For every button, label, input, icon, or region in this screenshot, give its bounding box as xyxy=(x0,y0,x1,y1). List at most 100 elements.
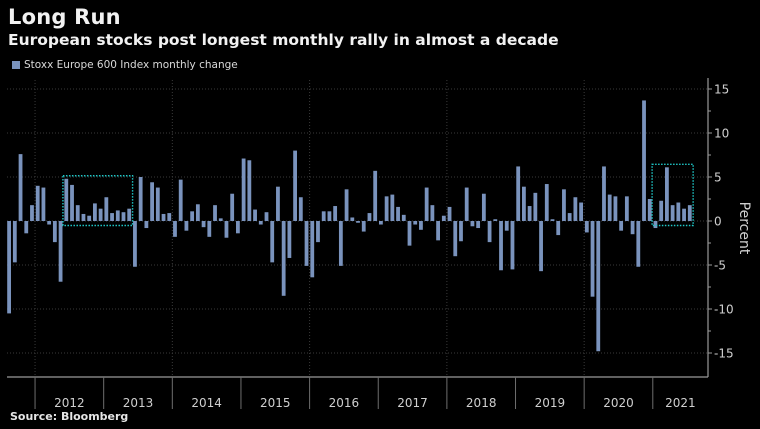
bar xyxy=(207,221,212,237)
bar xyxy=(533,192,538,221)
bar xyxy=(544,184,549,221)
bar xyxy=(413,221,418,225)
bars xyxy=(7,100,692,352)
bar xyxy=(327,211,332,221)
bar xyxy=(510,221,515,270)
bar xyxy=(522,186,526,221)
bar xyxy=(647,199,652,221)
bar xyxy=(590,221,595,297)
bar xyxy=(236,221,240,234)
bar xyxy=(584,221,589,233)
bar xyxy=(276,186,280,221)
x-tick-label: 2015 xyxy=(260,396,291,410)
bar xyxy=(344,189,349,221)
bar xyxy=(682,208,686,221)
bar xyxy=(213,205,217,221)
bar xyxy=(367,213,372,221)
bar xyxy=(665,167,669,221)
x-tick-label: 2014 xyxy=(191,396,222,410)
chart-title: Long Run xyxy=(8,5,121,29)
bar xyxy=(619,221,624,231)
bar xyxy=(550,219,555,221)
bar xyxy=(379,221,383,225)
bar xyxy=(304,221,309,266)
bar xyxy=(481,193,486,221)
x-tick-label: 2016 xyxy=(329,396,360,410)
bar xyxy=(436,221,440,241)
x-tick-label: 2018 xyxy=(466,396,497,410)
bar xyxy=(64,178,69,221)
source-note: Source: Bloomberg xyxy=(10,410,129,423)
x-tick-label: 2020 xyxy=(603,396,634,410)
x-tick-label: 2021 xyxy=(665,396,696,410)
bar xyxy=(642,100,646,221)
bar xyxy=(419,221,423,230)
bar xyxy=(184,221,189,231)
bar xyxy=(24,221,29,234)
bar xyxy=(264,212,269,221)
axes xyxy=(7,78,712,409)
bar xyxy=(258,221,263,225)
bar xyxy=(653,221,658,229)
bar xyxy=(144,221,149,229)
bar xyxy=(293,150,297,221)
bar xyxy=(12,221,17,263)
bar xyxy=(624,196,629,221)
bar xyxy=(630,221,635,235)
bar xyxy=(247,160,252,221)
bar xyxy=(430,205,435,221)
bar xyxy=(230,193,235,221)
bar xyxy=(161,213,166,221)
bar xyxy=(195,204,200,221)
bar xyxy=(35,185,40,221)
bar xyxy=(401,214,406,221)
bar xyxy=(173,221,177,237)
bar xyxy=(201,221,206,228)
bar xyxy=(390,194,395,221)
bar xyxy=(613,196,618,221)
bar xyxy=(676,202,681,221)
bar xyxy=(516,166,521,221)
bar xyxy=(218,218,223,221)
bar xyxy=(504,221,509,231)
bar xyxy=(298,197,303,221)
bar xyxy=(607,194,612,221)
bar xyxy=(407,221,412,246)
bar xyxy=(70,184,74,221)
bar xyxy=(75,205,80,221)
y-tick-label: 0 xyxy=(714,215,722,229)
bar xyxy=(270,221,275,263)
bar xyxy=(47,221,52,225)
bar xyxy=(138,177,143,221)
bar xyxy=(464,187,469,221)
bar xyxy=(384,196,389,221)
bar xyxy=(115,210,120,221)
bar xyxy=(356,221,360,223)
y-axis-title: Percent xyxy=(736,202,752,255)
tick-labels: 15 10 5 0 -5 -10 -15 2012 2013 2014 2015 2016 2017 20… xyxy=(54,83,734,411)
y-tick-label: 15 xyxy=(714,83,729,97)
x-tick-label: 2013 xyxy=(123,396,154,410)
bar xyxy=(670,205,675,221)
bar xyxy=(527,206,532,221)
bar xyxy=(459,221,463,242)
bar xyxy=(659,200,664,221)
bar xyxy=(30,205,34,221)
bar xyxy=(453,221,458,257)
bar xyxy=(499,221,503,271)
bar xyxy=(224,221,229,238)
bar xyxy=(178,179,183,221)
bar xyxy=(104,197,109,221)
bar xyxy=(567,213,572,221)
bar xyxy=(127,208,132,221)
bar xyxy=(338,221,343,266)
bar xyxy=(110,213,114,221)
x-tick-label: 2012 xyxy=(54,396,85,410)
chart-subtitle: European stocks post longest monthly ral… xyxy=(8,31,559,49)
bar xyxy=(98,208,103,221)
y-tick-label: -15 xyxy=(714,347,734,361)
bar xyxy=(150,182,154,221)
y-tick-label: 5 xyxy=(714,171,722,185)
bar xyxy=(447,206,452,221)
bar xyxy=(441,215,446,221)
